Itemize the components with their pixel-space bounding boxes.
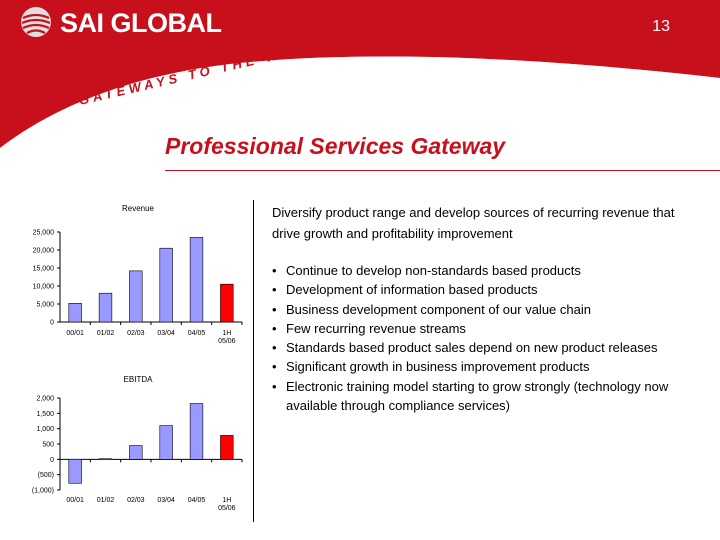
ebitda-y-tick-label: 2,000 [36,396,54,403]
ebitda-y-tick-label: 500 [42,442,54,449]
ebitda-category-label: 04/05 [188,497,206,504]
bullet-list: • Continue to develop non-standards based… [272,261,702,415]
ebitda-y-tick-label: (500) [38,472,54,479]
revenue-chart-title: Revenue [122,204,155,213]
bullet-glyph: • [272,263,277,278]
revenue-bar [220,283,234,323]
revenue-category-label: 04/05 [188,330,206,337]
bullet-item: • Continue to develop non-standards based… [272,261,702,280]
revenue-category-label: 1H 05/06 [218,330,236,345]
revenue-category-label: 00/01 [66,330,84,337]
revenue-bar [98,292,113,323]
ebitda-bar [159,425,173,460]
revenue-y-tick-label: 0 [50,320,54,327]
revenue-category-label: 02/03 [127,330,145,337]
sai-global-logo: SAI GLOBAL [20,6,230,38]
ebitda-y-tick-label: 1,000 [36,426,54,433]
ebitda-category-label: 1H 05/06 [218,497,236,512]
bullet-text: Few recurring revenue streams [286,320,466,336]
revenue-y-tick-label: 5,000 [36,302,54,309]
revenue-y-tick-label: 10,000 [33,284,55,291]
ebitda-bar [98,458,113,461]
intro-paragraph: Diversify product range and develop sour… [272,205,675,241]
ebitda-bar [220,435,234,460]
revenue-y-tick-label: 25,000 [33,230,55,237]
bullet-glyph: • [272,301,277,317]
globe-icon [21,7,51,37]
page-number: 13 [652,18,670,35]
bullet-item: • Development of information based produc… [272,280,702,299]
bullet-item: • Few recurring revenue streams [272,319,702,338]
revenue-category-label: 01/02 [97,330,115,337]
slide-title: Professional Services Gateway [165,133,506,159]
ebitda-bar [129,445,143,460]
revenue-bar [159,247,173,323]
ebitda-bar [189,403,204,460]
header-swoosh: GATEWAYS TO THE WORLD [0,0,720,154]
bullet-text: Significant growth in business improveme… [286,359,590,375]
revenue-y-tick-label: 20,000 [33,248,55,255]
ebitda-chart-title: EBITDA [124,375,154,384]
revenue-chart: Revenue 0 5,000 10,000 15,000 20,000 25,000 00/… [33,204,243,345]
bullet-item: • Standards based product sales depend on… [272,338,702,357]
column-divider [253,200,254,522]
ebitda-y-tick-label: (1,000) [32,488,54,495]
revenue-y-tick-label: 15,000 [33,266,55,273]
bullet-glyph: • [272,359,277,375]
revenue-bar [129,270,143,323]
bullet-text: Development of information based product… [286,282,538,298]
revenue-category-label: 03/04 [157,330,175,337]
revenue-bar [68,302,82,323]
ebitda-y-tick-label: 1,500 [36,411,54,418]
ebitda-y-tick-label: 0 [50,457,54,464]
bullet-glyph: • [272,340,277,356]
bullet-text: Standards based product sales depend on … [286,340,658,356]
ebitda-chart: EBITDA (1,000) (500) 0 500 1,000 1,500 2,000 00/… [32,375,243,512]
bullet-item: • Electronic training model starting to g… [272,377,702,416]
bullet-glyph: • [272,378,277,394]
bullet-glyph: • [272,282,277,298]
bullet-text: Business development component of our va… [286,301,591,317]
bullet-text: Continue to develop non-standards based … [286,263,581,278]
logo-wordmark: SAI GLOBAL [60,8,222,38]
ebitda-category-label: 03/04 [157,497,175,504]
bullet-item: • Business development component of our v… [272,300,702,319]
ebitda-category-label: 01/02 [97,497,115,504]
bullet-item: • Significant growth in business improvem… [272,357,702,376]
bullet-text: Electronic training model starting to gr… [286,378,669,414]
ebitda-category-label: 02/03 [127,497,145,504]
ebitda-bar [68,459,82,484]
ebitda-category-label: 00/01 [66,497,84,504]
bullet-glyph: • [272,320,277,336]
revenue-bar [189,237,204,323]
title-underline [165,170,720,171]
